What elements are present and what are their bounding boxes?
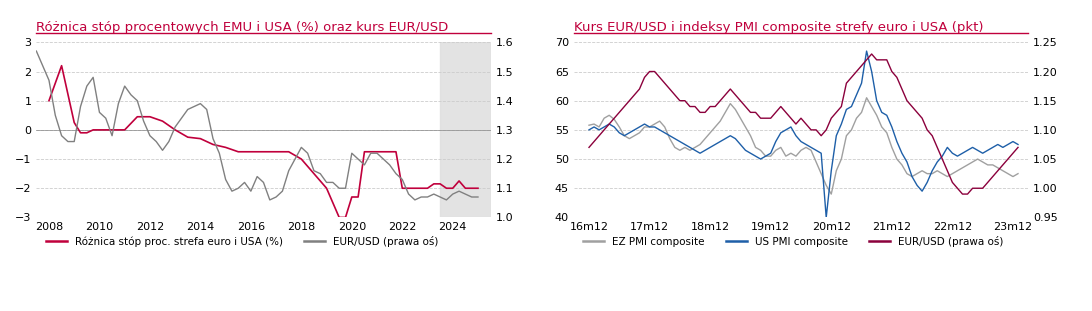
Legend: EZ PMI composite, US PMI composite, EUR/USD (prawa oś): EZ PMI composite, US PMI composite, EUR/… bbox=[579, 231, 1008, 251]
Bar bbox=[440, 42, 490, 217]
Text: Kurs EUR/USD i indeksy PMI composite strefy euro i USA (pkt): Kurs EUR/USD i indeksy PMI composite str… bbox=[574, 21, 984, 34]
Text: Różnica stóp procentowych EMU i USA (%) oraz kurs EUR/USD: Różnica stóp procentowych EMU i USA (%) … bbox=[36, 21, 449, 34]
Legend: Różnica stóp proc. strefa euro i USA (%), EUR/USD (prawa oś): Różnica stóp proc. strefa euro i USA (%)… bbox=[41, 231, 442, 251]
